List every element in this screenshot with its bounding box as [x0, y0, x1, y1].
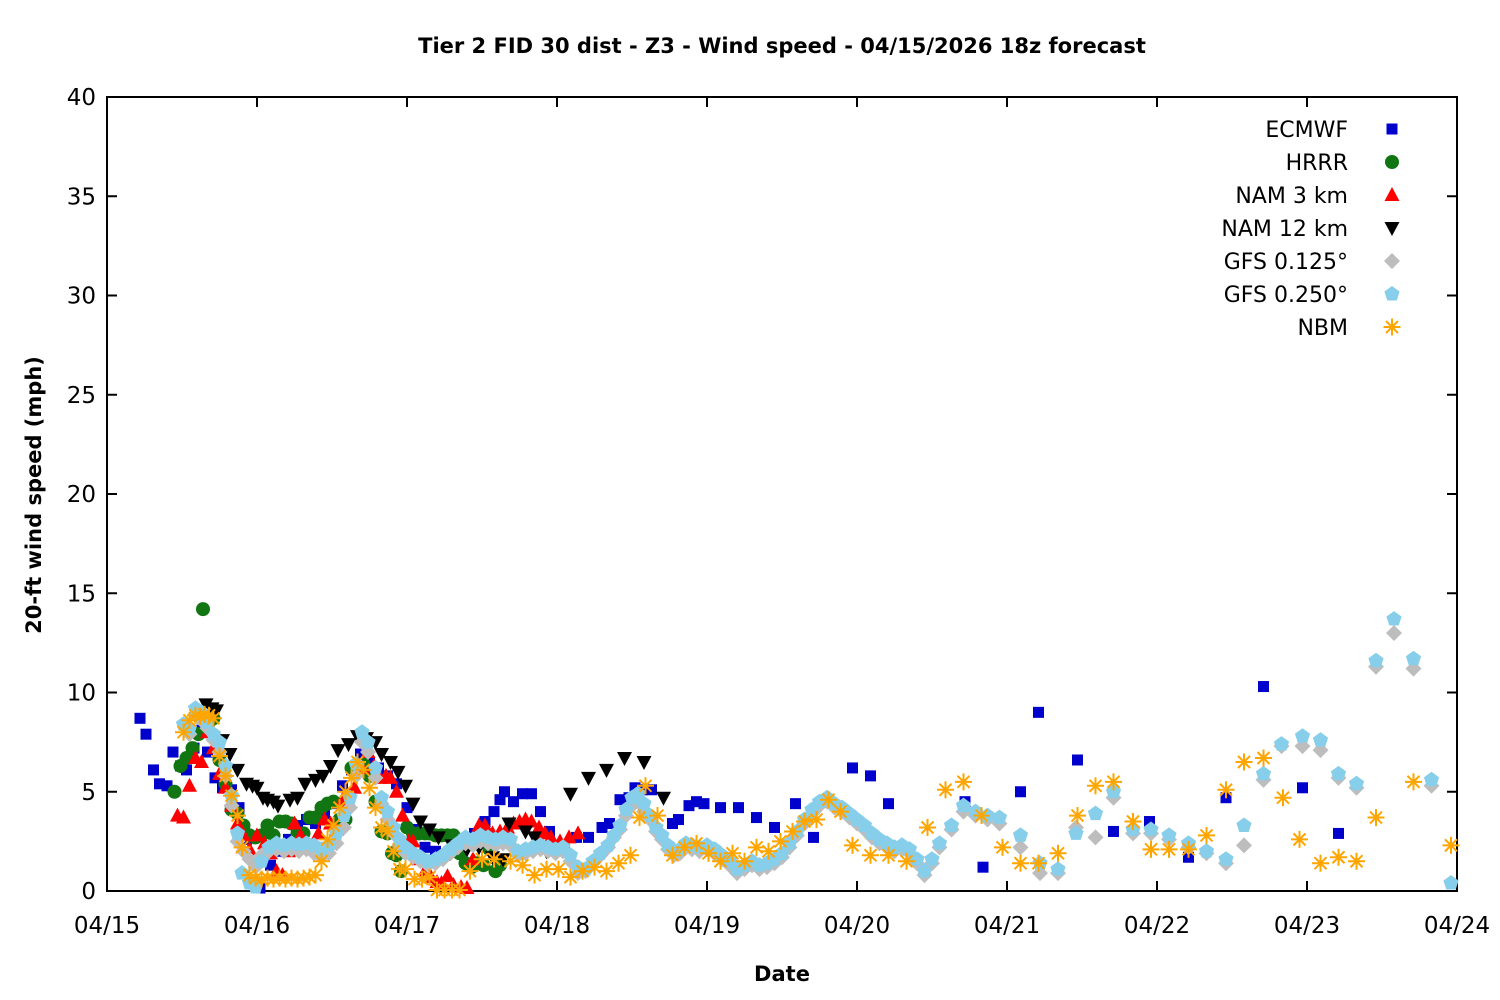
legend-label-nam-12-km: NAM 12 km: [1221, 217, 1348, 242]
legend-label-nbm: NBM: [1297, 316, 1348, 341]
legend-marker-diamond-icon: [1384, 253, 1400, 269]
x-tick-label: 04/15: [74, 913, 140, 939]
x-tick-label: 04/21: [974, 913, 1040, 939]
series-gfs-0-250-: [175, 611, 1459, 894]
y-tick-label: 5: [81, 780, 96, 806]
y-tick-label: 0: [81, 879, 96, 905]
legend-label-hrrr: HRRR: [1286, 151, 1348, 176]
y-tick-label: 10: [67, 681, 96, 707]
legend-marker-pentagon-icon: [1384, 286, 1400, 301]
y-tick-label: 40: [67, 85, 96, 111]
legend: ECMWF HRRR NAM 3 km NAM 12 km GFS 0.125° GFS …: [1221, 118, 1401, 341]
axes: 0 5 10 15 20 25 30 35 40 04/15 04/16 04/17 04/18 04/1…: [67, 85, 1490, 939]
x-tick-label: 04/20: [824, 913, 890, 939]
y-axis-label: 20-ft wind speed (mph): [22, 356, 46, 634]
series-gfs-0-125-: [181, 624, 1440, 884]
legend-label-gfs-0-250-: GFS 0.250°: [1224, 283, 1348, 308]
legend-marker-triangle-up-icon: [1384, 187, 1400, 201]
y-tick-label: 25: [67, 383, 96, 409]
x-axis-label: Date: [754, 962, 810, 986]
legend-marker-circle-icon: [1385, 155, 1399, 169]
x-tick-label: 04/22: [1124, 913, 1190, 939]
legend-marker-triangle-down-icon: [1384, 222, 1400, 236]
series-nbm: [175, 705, 1460, 899]
y-tick-label: 30: [67, 284, 96, 310]
y-tick-label: 35: [67, 184, 96, 210]
legend-marker-square-icon: [1386, 123, 1398, 135]
legend-label-gfs-0-125-: GFS 0.125°: [1224, 250, 1348, 275]
x-tick-label: 04/18: [524, 913, 590, 939]
x-tick-label: 04/16: [224, 913, 290, 939]
chart-title: Tier 2 FID 30 dist - Z3 - Wind speed - 0…: [418, 34, 1146, 58]
y-tick-label: 15: [67, 581, 96, 607]
x-tick-label: 04/24: [1424, 913, 1490, 939]
x-tick-label: 04/19: [674, 913, 740, 939]
legend-label-ecmwf: ECMWF: [1265, 118, 1348, 143]
x-tick-label: 04/17: [374, 913, 440, 939]
legend-marker-asterisk-icon: [1383, 318, 1401, 336]
x-tick-label: 04/23: [1274, 913, 1340, 939]
y-tick-label: 20: [67, 482, 96, 508]
legend-label-nam-3-km: NAM 3 km: [1235, 184, 1348, 209]
